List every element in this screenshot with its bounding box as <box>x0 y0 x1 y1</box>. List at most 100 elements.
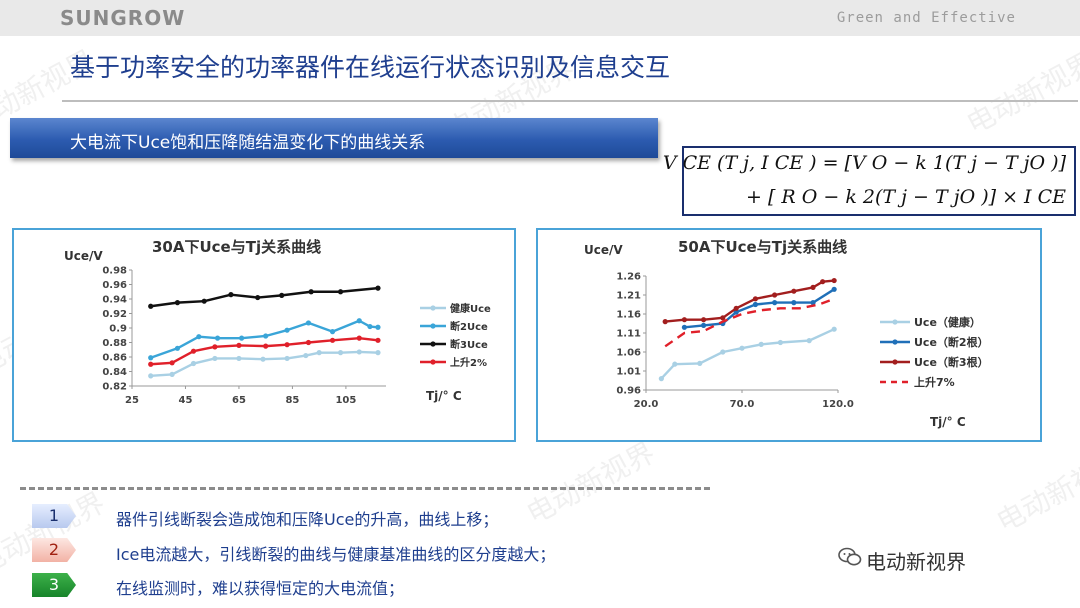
legend-marker <box>430 323 436 329</box>
data-point <box>303 352 309 359</box>
y-axis-label: Uce/V <box>584 243 623 257</box>
data-point <box>239 335 245 341</box>
data-point <box>148 355 154 361</box>
x-tick-label: 45 <box>179 395 193 406</box>
data-point <box>174 300 181 306</box>
data-point <box>733 309 739 315</box>
data-point <box>196 334 202 340</box>
data-point <box>772 292 778 298</box>
formula-line-1: V CE (T j, I CE ) = [V O − k 1(T j − T j… <box>662 152 1066 174</box>
data-point <box>752 296 759 302</box>
legend-marker <box>430 359 436 365</box>
legend-marker <box>892 359 898 365</box>
data-point <box>681 324 687 330</box>
legend-marker <box>892 339 898 345</box>
legend-label: Uce（断2根） <box>914 335 989 349</box>
data-point <box>820 279 826 285</box>
data-point <box>174 345 181 351</box>
y-tick-label: 1.16 <box>616 310 641 321</box>
data-point <box>831 286 837 292</box>
x-axis-label: Tj/° C <box>426 389 462 403</box>
data-point <box>169 360 175 366</box>
legend-label: 上升2% <box>450 356 487 369</box>
wechat-icon <box>838 547 862 566</box>
data-point <box>148 361 154 367</box>
data-point <box>201 298 207 304</box>
data-point <box>697 360 703 366</box>
formula-line-2: + [ R O − k 2(T j − T jO )] × I CE <box>746 186 1066 208</box>
data-point <box>263 343 269 349</box>
chart-title: 30A下Uce与Tj关系曲线 <box>152 238 321 256</box>
data-point <box>190 360 197 367</box>
data-point <box>308 289 314 295</box>
series-line <box>664 297 835 348</box>
data-point <box>375 324 381 330</box>
data-point <box>375 350 381 356</box>
data-point <box>662 319 668 325</box>
data-point <box>375 337 381 343</box>
y-tick-label: 1.26 <box>616 272 641 283</box>
data-point <box>831 277 837 284</box>
data-point <box>752 301 759 308</box>
y-tick-label: 0.9 <box>109 324 127 335</box>
data-point <box>190 348 197 354</box>
subtitle-bar <box>10 118 658 158</box>
formula-box: V CE (T j, I CE ) = [V O − k 1(T j − T j… <box>663 146 1076 216</box>
x-tick-label: 70.0 <box>730 399 755 410</box>
data-point <box>356 318 362 324</box>
series-line <box>660 328 835 380</box>
data-point <box>758 341 764 347</box>
x-tick-label: 85 <box>285 395 299 406</box>
legend-label: Uce（断3根） <box>914 355 989 369</box>
data-point <box>367 323 373 330</box>
point-number-1: 1 <box>32 504 76 528</box>
data-point <box>739 345 745 351</box>
point-text-3: 在线监测时，难以获得恒定的大电流值； <box>116 579 405 598</box>
data-point <box>263 333 269 339</box>
watermark: 电动新视界 <box>0 485 111 581</box>
y-tick-label: 0.98 <box>102 266 127 277</box>
data-point <box>316 350 322 356</box>
data-point <box>284 355 290 362</box>
data-point <box>356 349 362 355</box>
data-point <box>236 355 242 362</box>
page-title: 基于功率安全的功率器件在线运行状态识别及信息交互 <box>70 53 671 82</box>
data-point <box>720 349 726 355</box>
y-tick-label: 0.86 <box>102 353 127 364</box>
chart-30a: 30A下Uce与Tj关系曲线 Uce/V Tj/° C 0.82 0.84 0.86 0.8… <box>12 228 516 442</box>
data-point <box>337 289 344 295</box>
chart-50a-svg: 50A下Uce与Tj关系曲线 Uce/V Tj/° C 0.96 1.01 1.06 1.1… <box>584 238 989 429</box>
data-point <box>284 342 290 348</box>
chart-50a: 50A下Uce与Tj关系曲线 Uce/V Tj/° C 0.96 1.01 1.06 1.1… <box>536 228 1042 442</box>
data-point <box>148 373 154 379</box>
x-tick-label: 65 <box>232 395 246 406</box>
y-tick-label: 1.06 <box>616 348 641 359</box>
data-point <box>701 317 707 323</box>
y-tick-label: 0.94 <box>102 295 127 306</box>
point-number-3: 3 <box>32 573 76 597</box>
title-divider <box>62 100 1078 102</box>
data-point <box>806 338 812 344</box>
data-point <box>260 356 266 362</box>
data-point <box>212 344 218 350</box>
x-tick-label: 20.0 <box>634 399 659 410</box>
y-tick-label: 0.82 <box>102 382 127 393</box>
watermark: 电动新视界 <box>521 435 661 531</box>
x-tick-label: 105 <box>335 395 356 406</box>
subtitle: 大电流下Uce饱和压降随结温变化下的曲线关系 <box>70 133 426 153</box>
data-point <box>777 339 783 346</box>
x-tick-label: 25 <box>125 395 139 406</box>
watermark: 电动新视界 <box>991 443 1080 539</box>
legend-label: 健康Uce <box>450 302 491 315</box>
point-number-2: 2 <box>32 538 76 562</box>
data-point <box>733 305 739 311</box>
data-point <box>720 315 726 321</box>
y-tick-label: 1.11 <box>616 329 641 340</box>
legend-label: 断3Uce <box>450 338 488 351</box>
data-point <box>810 284 816 290</box>
data-point <box>681 317 687 323</box>
y-tick-label: 0.96 <box>616 386 641 397</box>
data-point <box>831 326 837 332</box>
data-point <box>810 300 816 306</box>
x-tick-label: 120.0 <box>822 399 854 410</box>
